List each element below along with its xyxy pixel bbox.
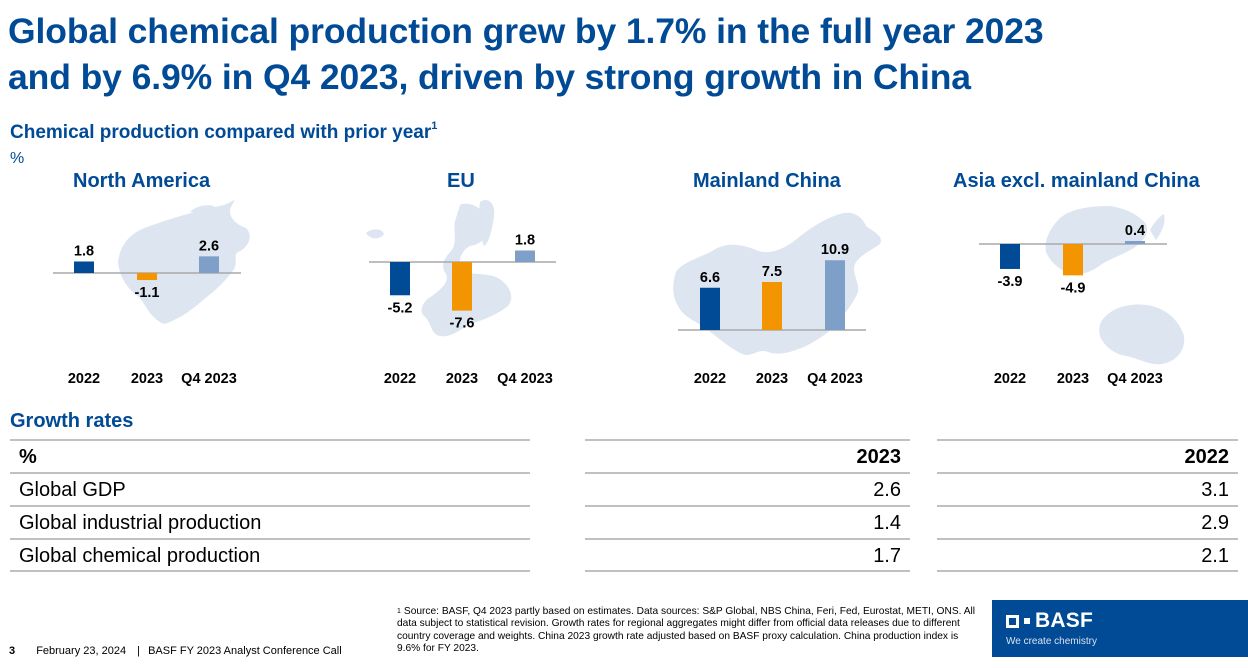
bar-2023 bbox=[762, 282, 782, 330]
category-label: 2022 bbox=[994, 371, 1026, 387]
growth-rates-2023-column: 2023 2.6 1.4 1.7 bbox=[585, 439, 910, 573]
value-label: 7.5 bbox=[762, 264, 782, 280]
region-title-north-america: North America bbox=[73, 170, 211, 192]
map-asia-pacific bbox=[1045, 206, 1185, 365]
table-cell-2022: 2.9 bbox=[937, 505, 1238, 537]
value-label: 6.6 bbox=[700, 270, 720, 286]
table-cell-2023: 2.6 bbox=[585, 472, 910, 504]
region-title-asia: Asia excl. mainland China bbox=[953, 170, 1200, 192]
slide-title-line-1: Global chemical production grew by 1.7% … bbox=[8, 11, 1044, 51]
bar-2023 bbox=[137, 273, 157, 281]
value-label: 0.4 bbox=[1125, 223, 1145, 239]
footnote-marker: 1 bbox=[431, 120, 438, 132]
value-label: -4.9 bbox=[1061, 280, 1086, 296]
bar-2022 bbox=[1000, 244, 1020, 269]
category-label: Q4 2023 bbox=[181, 371, 237, 387]
slide-footer: 3 February 23, 2024 | BASF FY 2023 Analy… bbox=[9, 645, 342, 657]
category-label: 2022 bbox=[68, 371, 100, 387]
bar-q4-2023 bbox=[825, 260, 845, 330]
category-label: Q4 2023 bbox=[1107, 371, 1163, 387]
value-label: -3.9 bbox=[998, 274, 1023, 290]
value-label: -5.2 bbox=[388, 300, 413, 316]
growth-rates-2022-column: 2022 3.1 2.9 2.1 bbox=[937, 439, 1238, 573]
unit-label: % bbox=[10, 150, 25, 167]
table-row-label: Global industrial production bbox=[10, 505, 530, 537]
table-header-unit: % bbox=[10, 439, 530, 471]
map-china bbox=[673, 212, 881, 355]
table-cell-2022: 3.1 bbox=[937, 472, 1238, 504]
region-title-mainland-china: Mainland China bbox=[693, 170, 841, 192]
value-label: -7.6 bbox=[450, 316, 475, 332]
bar-2023 bbox=[452, 262, 472, 311]
footer-event: BASF FY 2023 Analyst Conference Call bbox=[148, 645, 342, 657]
logo-square-icon bbox=[1006, 614, 1019, 628]
category-label: 2023 bbox=[1057, 371, 1089, 387]
table-header-2023: 2023 bbox=[585, 439, 910, 471]
bar-q4-2023 bbox=[1125, 241, 1145, 244]
map-north-america bbox=[118, 200, 250, 324]
footer-date: February 23, 2024 bbox=[36, 645, 127, 657]
slide-title: Global chemical production grew by 1.7% … bbox=[8, 8, 1044, 100]
footnote: 1 Source: BASF, Q4 2023 partly based on e… bbox=[397, 606, 977, 656]
logo-brand-text: BASF bbox=[1035, 609, 1093, 632]
growth-rates-label-column: % Global GDP Global industrial productio… bbox=[10, 439, 530, 573]
bar-q4-2023 bbox=[515, 250, 535, 262]
table-header-2022: 2022 bbox=[937, 439, 1238, 471]
slide-title-line-2: and by 6.9% in Q4 2023, driven by strong… bbox=[8, 57, 971, 97]
table-cell-2023: 1.4 bbox=[585, 505, 910, 537]
chart-panel: -3.9 2022 -4.9 2023 0.4 Q4 2023 bbox=[979, 223, 1167, 387]
logo-wordmark: BASF bbox=[1006, 609, 1093, 633]
value-label: 2.6 bbox=[199, 238, 219, 254]
category-label: 2023 bbox=[131, 371, 163, 387]
chart-panel: -5.2 2022 -7.6 2023 1.8 Q4 2023 bbox=[369, 232, 556, 387]
value-label: -1.1 bbox=[135, 285, 160, 301]
bar-2022 bbox=[390, 262, 410, 296]
chart-section-title-text: Chemical production compared with prior … bbox=[10, 122, 432, 143]
footnote-text: Source: BASF, Q4 2023 partly based on es… bbox=[397, 606, 976, 655]
table-row-label: Global GDP bbox=[10, 472, 530, 504]
bar-q4-2023 bbox=[199, 256, 219, 273]
chart-panel: 6.6 2022 7.5 2023 10.9 Q4 2023 bbox=[678, 242, 866, 387]
region-title-eu: EU bbox=[447, 170, 475, 192]
bar-2022 bbox=[700, 287, 720, 330]
footer-separator: | bbox=[137, 645, 140, 657]
value-label: 1.8 bbox=[515, 232, 535, 248]
table-cell-2022: 2.1 bbox=[937, 538, 1238, 572]
logo-tagline: We create chemistry bbox=[1006, 636, 1097, 647]
logo-dot-icon bbox=[1024, 618, 1030, 624]
category-label: Q4 2023 bbox=[807, 371, 863, 387]
footnote-number: 1 bbox=[397, 608, 401, 615]
bar-2023 bbox=[1063, 244, 1083, 276]
map-europe bbox=[366, 199, 512, 337]
category-label: Q4 2023 bbox=[497, 371, 553, 387]
value-label: 1.8 bbox=[74, 243, 94, 259]
chart-section-title: Chemical production compared with prior … bbox=[10, 120, 438, 144]
chart-panel: 1.8 2022 -1.1 2023 2.6 Q4 2023 bbox=[53, 238, 241, 387]
category-label: 2023 bbox=[756, 371, 788, 387]
value-label: 10.9 bbox=[821, 242, 849, 258]
bar-2022 bbox=[74, 261, 94, 273]
category-label: 2023 bbox=[446, 371, 478, 387]
category-label: 2022 bbox=[694, 371, 726, 387]
growth-rates-title: Growth rates bbox=[10, 410, 134, 432]
basf-logo: BASF We create chemistry bbox=[992, 600, 1248, 657]
table-row-label: Global chemical production bbox=[10, 538, 530, 572]
category-label: 2022 bbox=[384, 371, 416, 387]
page-number: 3 bbox=[9, 645, 16, 657]
table-cell-2023: 1.7 bbox=[585, 538, 910, 572]
